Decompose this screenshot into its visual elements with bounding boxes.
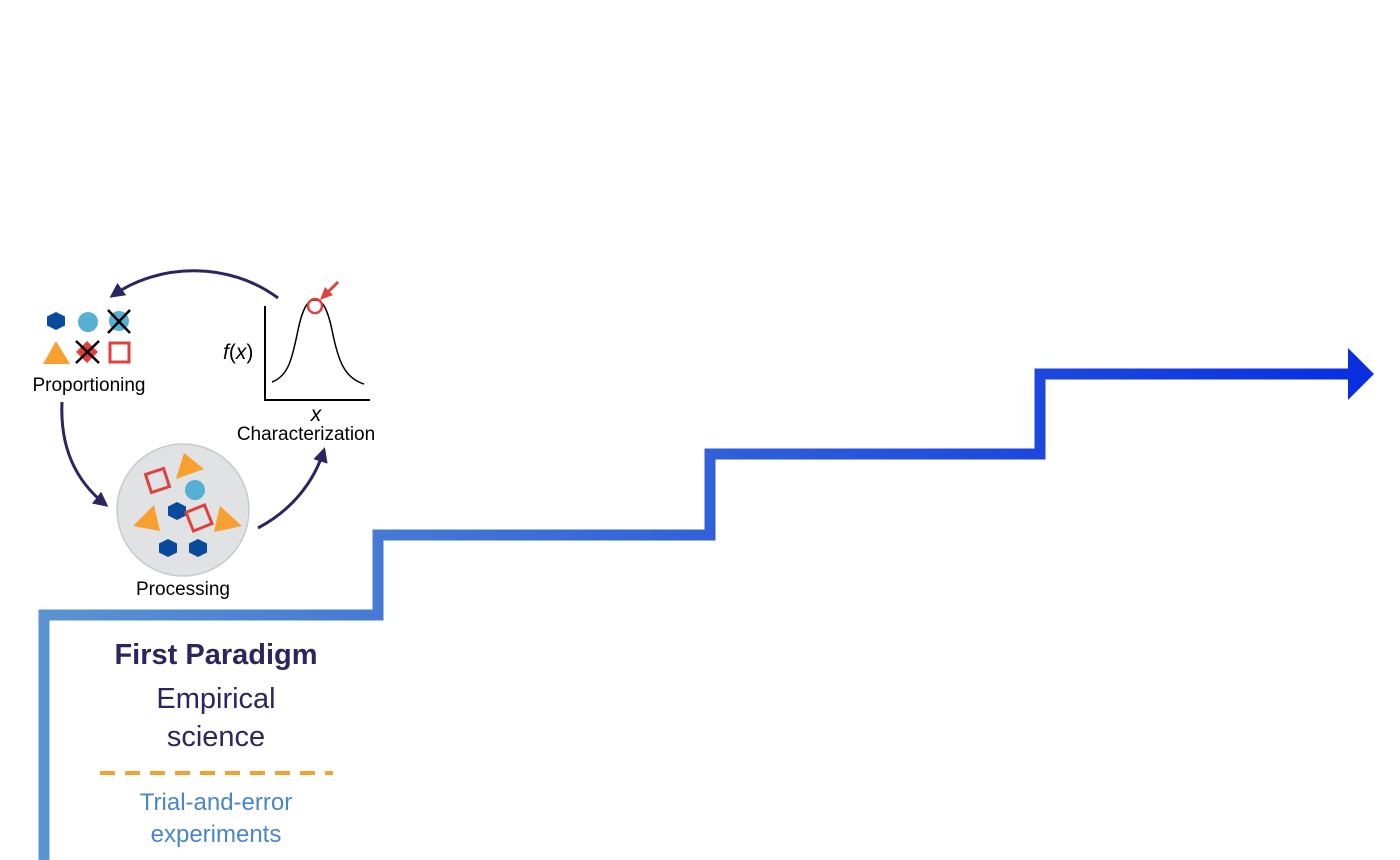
plot-x-axis-label: x: [310, 403, 323, 426]
arrow-processing-to-characterization: [257, 447, 328, 530]
proportioning-icon-group: [43, 309, 131, 364]
paradigm-subtitle-line1: Empirical: [156, 683, 275, 715]
processing-label: Processing: [136, 579, 230, 600]
triangle-icon: [214, 506, 242, 532]
paradigm-method-line2: experiments: [151, 821, 282, 848]
triangle-icon: [133, 505, 160, 531]
hexagon-icon: [189, 539, 207, 557]
arrow-characterization-to-proportioning: [109, 269, 279, 300]
cross-icon: [75, 340, 100, 364]
proportioning-label: Proportioning: [32, 375, 145, 396]
red-circle-arrow-icon: [320, 280, 340, 300]
triangle-icon: [43, 341, 70, 364]
hexagon-icon: [168, 502, 186, 520]
paradigm-subtitle-line2: science: [167, 721, 265, 753]
arrow-proportioning-to-processing: [60, 401, 109, 507]
curved-arrow-icon: [60, 269, 328, 530]
square-icon: [108, 341, 131, 364]
triangle-icon: [176, 453, 204, 479]
peak-marker-circle: [306, 297, 324, 315]
hexagon-icon: [47, 312, 65, 330]
circle-icon: [185, 480, 205, 500]
paradigm-title: First Paradigm: [114, 639, 317, 671]
plot-y-axis-label: f(x): [223, 341, 253, 364]
cross-icon: [107, 309, 131, 334]
staircase-arrow-icon: [38, 348, 1374, 860]
square-icon: [143, 466, 172, 495]
characterization-plot: [264, 280, 370, 401]
characterization-label: Characterization: [237, 424, 375, 445]
circle-icon: [78, 312, 98, 332]
square-icon: [184, 503, 214, 533]
paradigm-method-line1: Trial-and-error: [140, 789, 292, 816]
processing-icon-group: [116, 443, 250, 577]
hexagon-icon: [159, 539, 177, 557]
